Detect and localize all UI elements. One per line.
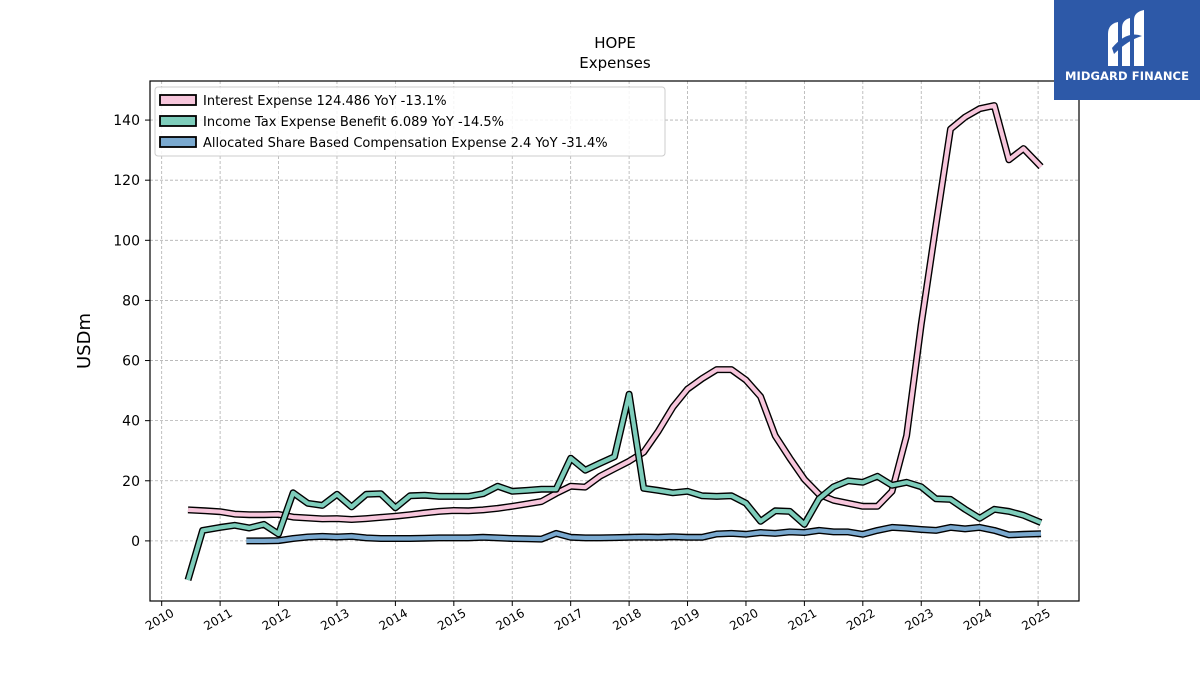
grid bbox=[150, 81, 1079, 601]
x-tick-label: 2025 bbox=[1019, 606, 1052, 633]
midgard-finance-logo: MIDGARD FINANCE bbox=[1054, 0, 1200, 100]
x-tick-label: 2011 bbox=[201, 606, 234, 633]
x-tick-label: 2019 bbox=[669, 606, 702, 633]
legend-box bbox=[154, 86, 666, 157]
chart-subtitle: Expenses bbox=[579, 54, 651, 72]
y-tick-label: 140 bbox=[113, 113, 140, 129]
logo-text: MIDGARD FINANCE bbox=[1064, 69, 1190, 83]
series-line-outline bbox=[184, 390, 1043, 581]
x-tick-label: 2013 bbox=[318, 606, 351, 633]
legend-label: Income Tax Expense Benefit 6.089 YoY -14… bbox=[203, 115, 504, 130]
legend: Interest Expense 124.486 YoY -13.1% Incom… bbox=[154, 86, 666, 157]
y-tick-label: 80 bbox=[122, 293, 140, 309]
y-tick-label: 60 bbox=[122, 354, 140, 370]
x-tick-label: 2015 bbox=[435, 606, 468, 633]
series-layer bbox=[184, 102, 1044, 581]
legend-label: Interest Expense 124.486 YoY -13.1% bbox=[203, 94, 447, 109]
series-line-3 bbox=[246, 525, 1042, 544]
x-tick-label: 2024 bbox=[961, 606, 994, 633]
logo-mark-icon bbox=[1108, 10, 1144, 66]
x-tick-label: 2018 bbox=[610, 606, 643, 633]
legend-swatch bbox=[159, 94, 197, 106]
y-tick-label: 20 bbox=[122, 474, 140, 490]
plot-frame bbox=[149, 80, 1080, 602]
chart-title: HOPE bbox=[594, 34, 636, 52]
series-line-2 bbox=[185, 392, 1042, 581]
series-line-1 bbox=[187, 103, 1043, 522]
x-tick-label: 2021 bbox=[786, 606, 819, 633]
legend-label: Allocated Share Based Compensation Expen… bbox=[203, 136, 608, 151]
x-tick-label: 2016 bbox=[494, 606, 527, 633]
x-tick-label: 2020 bbox=[727, 606, 760, 633]
x-tick-label: 2010 bbox=[143, 606, 176, 633]
y-tick-label: 0 bbox=[131, 534, 140, 550]
x-tick-label: 2012 bbox=[260, 606, 293, 633]
x-tick-label: 2014 bbox=[377, 606, 410, 633]
y-tick-label: 100 bbox=[113, 233, 140, 249]
legend-swatch bbox=[159, 115, 197, 127]
y-axis-label: USDm bbox=[74, 313, 95, 369]
y-tick-label: 40 bbox=[122, 414, 140, 430]
x-tick-label: 2017 bbox=[552, 606, 585, 633]
x-tick-label: 2023 bbox=[903, 606, 936, 633]
legend-swatch bbox=[159, 136, 197, 148]
x-tick-label: 2022 bbox=[844, 606, 877, 633]
y-tick-label: 120 bbox=[113, 173, 140, 189]
